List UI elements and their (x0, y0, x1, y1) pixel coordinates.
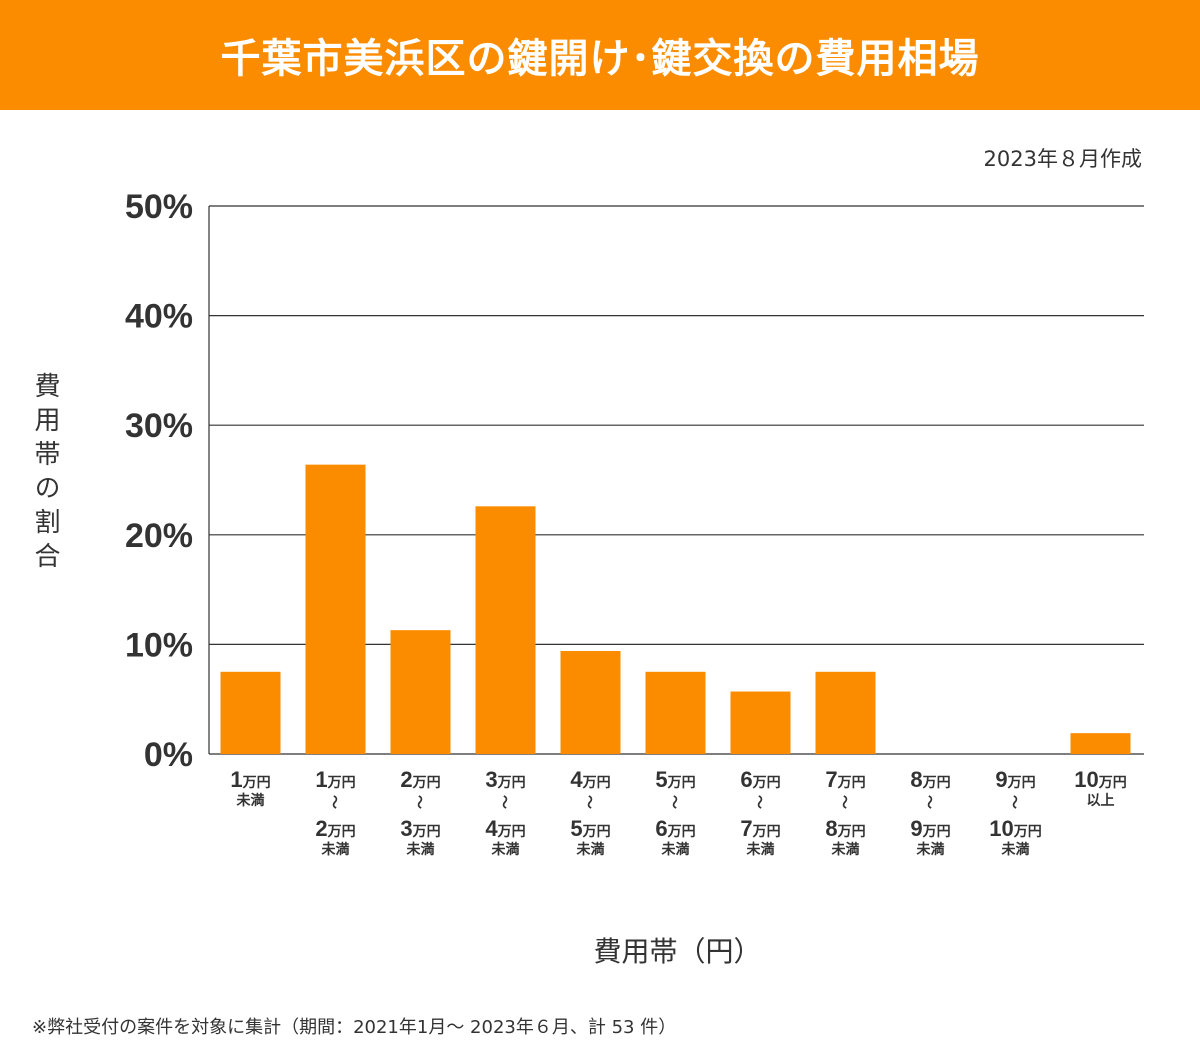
x-tick-label: 9万円 (995, 767, 1035, 792)
x-tick-label: 未満 (747, 841, 775, 858)
created-date: 2023年８月作成 (983, 147, 1142, 171)
x-tick-label: 2万円 (400, 767, 440, 792)
x-tick-label: ～ (1006, 795, 1022, 809)
x-tick-label: 以上 (1087, 793, 1115, 809)
x-tick-label: ～ (496, 795, 512, 809)
bar (305, 464, 366, 754)
bar (645, 671, 706, 754)
footnote: ※弊社受付の案件を対象に集計（期間：2021年1月～ 2023年６月、計 53 … (32, 1017, 677, 1038)
y-tick-label: 0% (144, 736, 193, 774)
x-tick-label: 5万円 (570, 816, 610, 841)
bar (220, 671, 281, 754)
bar (560, 650, 621, 754)
bar (475, 506, 536, 754)
x-tick-label: 5万円 (655, 767, 695, 792)
x-tick-label: 6万円 (740, 767, 780, 792)
x-tick-label: 1万円 (230, 767, 270, 792)
x-tick-label: ～ (666, 795, 682, 809)
x-tick-label: 10万円 (1074, 767, 1126, 792)
chart-title: 千葉市美浜区の鍵開け･鍵交換の費用相場 (220, 36, 980, 82)
bar (730, 691, 791, 754)
x-tick-label: 4万円 (570, 767, 610, 792)
x-tick-label: 3万円 (400, 816, 440, 841)
x-tick-label: ～ (411, 795, 427, 809)
x-tick-label: ～ (751, 795, 767, 809)
x-tick-label: 7万円 (825, 767, 865, 792)
x-tick-label: 未満 (577, 841, 605, 858)
x-tick-label: 2万円 (315, 816, 355, 841)
x-tick-label: 未満 (322, 841, 350, 858)
x-tick-label: 未満 (237, 792, 265, 809)
x-tick-label: 4万円 (485, 816, 525, 841)
y-tick-label: 10% (125, 626, 193, 664)
bar (1070, 733, 1131, 754)
y-tick-label: 30% (125, 407, 193, 445)
x-tick-label: ～ (581, 795, 597, 809)
x-tick-label: 未満 (832, 841, 860, 858)
x-tick-label: 8万円 (825, 816, 865, 841)
x-tick-label: ～ (921, 795, 937, 809)
x-tick-label: 10万円 (989, 816, 1041, 841)
y-tick-label: 20% (125, 517, 193, 555)
y-tick-label: 40% (125, 298, 193, 336)
x-axis-label: 費用帯（円） (593, 935, 762, 968)
x-tick-label: 未満 (1002, 841, 1030, 858)
x-tick-label: 7万円 (740, 816, 780, 841)
x-tick-label: 1万円 (315, 767, 355, 792)
x-tick-label: 未満 (407, 841, 435, 858)
x-tick-label: 9万円 (910, 816, 950, 841)
title-banner: 千葉市美浜区の鍵開け･鍵交換の費用相場 (0, 0, 1200, 110)
x-tick-label: 8万円 (910, 767, 950, 792)
x-tick-label: 3万円 (485, 767, 525, 792)
x-tick-label: 未満 (492, 841, 520, 858)
x-tick-label: ～ (836, 795, 852, 809)
y-tick-label: 50% (125, 188, 193, 226)
x-tick-label: 未満 (917, 841, 945, 858)
bar (390, 630, 451, 754)
x-tick-label: 6万円 (655, 816, 695, 841)
y-axis-label: 費用帯の割合 (30, 372, 60, 576)
x-tick-label: 未満 (662, 841, 690, 858)
x-tick-label: ～ (326, 795, 342, 809)
bar (815, 671, 876, 754)
